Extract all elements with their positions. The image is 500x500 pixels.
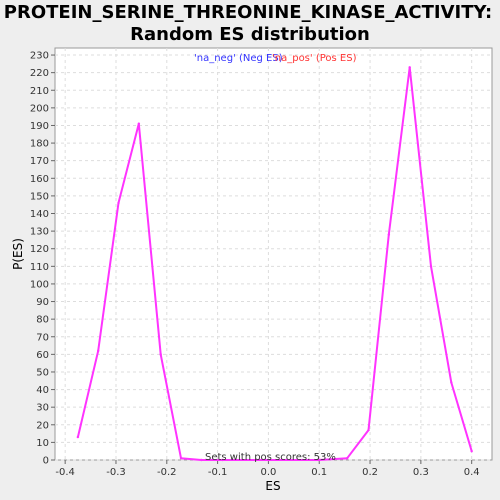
series-group: [76, 66, 473, 462]
data-point: [450, 381, 453, 384]
y-tick-label: 150: [30, 191, 49, 202]
y-tick-label: 190: [30, 121, 49, 132]
legend-neg: 'na_neg' (Neg ES): [194, 53, 283, 64]
data-point: [367, 428, 370, 432]
x-tick-label: -0.3: [106, 467, 126, 478]
y-tick-label: 180: [30, 139, 49, 150]
y-tick-label: 160: [30, 174, 49, 185]
x-tick-label: 0.0: [260, 467, 276, 478]
data-point: [408, 66, 411, 69]
y-tick-label: 70: [36, 332, 49, 343]
x-tick-label: -0.2: [157, 467, 177, 478]
y-axis-label: P(ES): [11, 238, 25, 270]
x-tick-label: -0.4: [55, 467, 75, 478]
x-tick-label: -0.1: [208, 467, 228, 478]
y-tick-label: 170: [30, 156, 49, 167]
y-tick-label: 50: [36, 367, 49, 378]
y-tick-label: 80: [36, 315, 49, 326]
data-point: [429, 265, 433, 268]
y-tick-label: 110: [30, 262, 49, 273]
y-axis-ticks: 0 10 20 30 40 50 60 70 80 90 100 110 120 130 140 150 160…: [30, 51, 55, 467]
y-tick-label: 30: [36, 403, 49, 414]
y-tick-label: 230: [30, 51, 49, 62]
data-point: [96, 349, 100, 353]
y-tick-label: 120: [30, 244, 49, 255]
y-tick-label: 200: [30, 103, 49, 114]
y-tick-label: 130: [30, 227, 49, 238]
data-point: [470, 449, 473, 453]
data-point: [318, 458, 321, 462]
data-point: [179, 457, 183, 460]
data-point: [76, 435, 80, 439]
data-point: [200, 458, 203, 462]
data-point: [159, 353, 162, 356]
x-tick-label: 0.2: [362, 467, 378, 478]
data-point: [387, 233, 391, 236]
x-tick-label: 0.1: [311, 467, 327, 478]
data-point: [345, 457, 349, 460]
y-tick-label: 0: [43, 456, 49, 467]
chart-title-line2: Random ES distribution: [130, 24, 370, 45]
x-tick-label: 0.3: [413, 467, 429, 478]
y-tick-label: 40: [36, 385, 49, 396]
y-tick-label: 20: [36, 420, 49, 431]
y-tick-label: 60: [36, 350, 49, 361]
pos-score-annotation: Sets with pos scores: 53%: [205, 452, 336, 463]
y-tick-label: 100: [30, 279, 49, 290]
y-tick-label: 210: [30, 86, 49, 97]
plot-area: [54, 47, 493, 461]
data-point: [117, 201, 120, 205]
grid-lines: [55, 48, 492, 461]
y-tick-label: 220: [30, 68, 49, 79]
data-point: [137, 122, 141, 125]
legend-pos: 'na_pos' (Pos ES): [272, 53, 357, 64]
data-point: [267, 458, 270, 462]
y-tick-label: 140: [30, 209, 49, 220]
y-tick-label: 90: [36, 297, 49, 308]
x-tick-label: 0.4: [464, 467, 480, 478]
x-axis-ticks: -0.4 -0.3 -0.2 -0.1 0.0 0.1 0.2 0.3 0.4: [55, 460, 480, 478]
y-tick-label: 10: [36, 438, 49, 449]
x-axis-label: ES: [265, 479, 280, 493]
data-point: [221, 458, 224, 462]
chart-title-line1: PROTEIN_SERINE_THREONINE_KINASE_ACTIVITY…: [4, 2, 492, 23]
